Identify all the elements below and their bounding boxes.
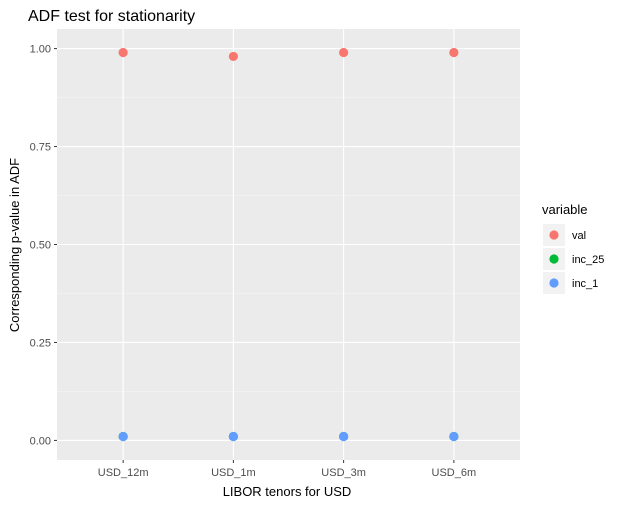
legend-label-inc_1: inc_1 [572, 278, 598, 290]
legend-marker-val [549, 230, 559, 240]
y-tick-label: 0.75 [30, 142, 51, 154]
x-tick-label: USD_6m [432, 467, 477, 479]
y-tick-label: 0.00 [30, 435, 51, 447]
x-axis-ticks: USD_12m USD_1m USD_3m USD_6m [98, 460, 476, 479]
x-tick-label: USD_1m [211, 467, 256, 479]
legend-label-val: val [572, 230, 586, 242]
point-val-USD_3m [339, 47, 349, 58]
x-tick-label: USD_12m [98, 467, 149, 479]
x-axis-label: LIBOR tenors for USD [223, 484, 352, 499]
point-val-USD_6m [449, 47, 459, 58]
legend-title: variable [542, 202, 588, 217]
point-inc_1-USD_1m [228, 431, 238, 442]
data-points [118, 47, 459, 442]
point-inc_1-USD_3m [339, 431, 349, 442]
legend-marker-inc_25 [549, 254, 559, 264]
y-axis-label: Corresponding p-value in ADF [7, 158, 22, 332]
y-tick-label: 1.00 [30, 44, 51, 56]
point-inc_1-USD_12m [118, 431, 128, 442]
legend-marker-inc_1 [549, 278, 559, 288]
minor-gridlines [57, 97, 520, 392]
y-tick-label: 0.50 [30, 240, 51, 252]
point-val-USD_1m [228, 51, 238, 62]
chart-title: ADF test for stationarity [28, 8, 195, 25]
point-val-USD_12m [118, 47, 128, 58]
major-gridlines [57, 29, 520, 460]
x-tick-label: USD_3m [321, 467, 366, 479]
y-axis-ticks: 0.00 0.25 0.50 0.75 1.00 [30, 44, 57, 447]
legend-label-inc_25: inc_25 [572, 254, 604, 266]
y-tick-label: 0.25 [30, 337, 51, 349]
legend: variable val inc_25 inc_1 [542, 202, 604, 294]
point-inc_1-USD_6m [449, 431, 459, 442]
